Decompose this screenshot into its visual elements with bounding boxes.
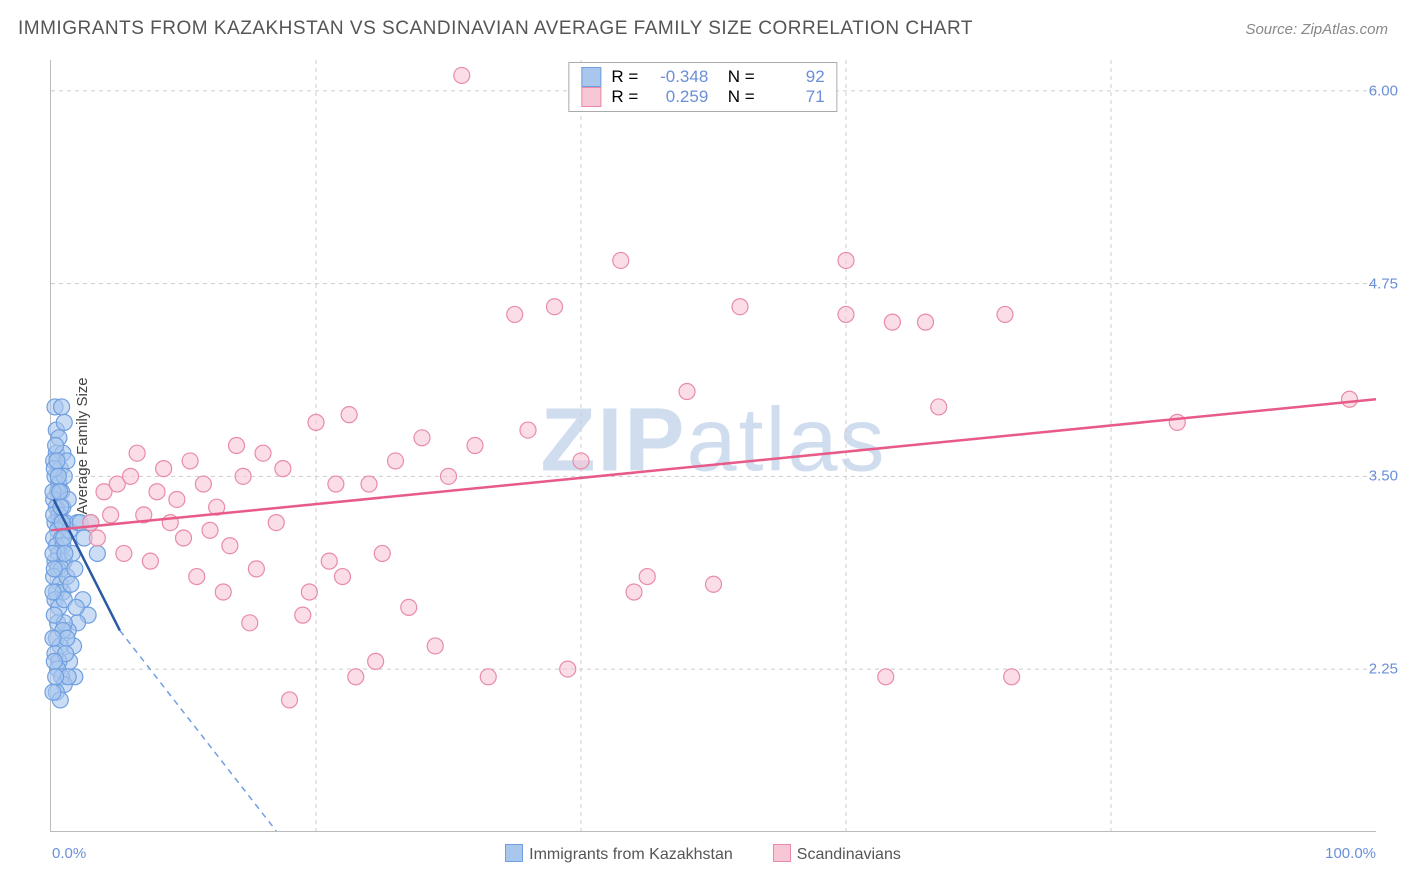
scatter-plot: [51, 60, 1376, 831]
chart-area: ZIPatlas: [50, 60, 1376, 832]
swatch-icon: [581, 87, 601, 107]
legend-label: Immigrants from Kazakhstan: [529, 846, 733, 863]
swatch-icon: [773, 844, 791, 862]
y-tick: 4.75: [1369, 275, 1398, 292]
x-tick-min: 0.0%: [52, 845, 86, 862]
y-tick: 6.00: [1369, 82, 1398, 99]
x-tick-max: 100.0%: [1325, 845, 1376, 862]
swatch-icon: [581, 67, 601, 87]
r-label: R =: [611, 67, 638, 87]
y-tick: 2.25: [1369, 661, 1398, 678]
r-value: 0.259: [648, 87, 708, 107]
r-label: R =: [611, 87, 638, 107]
legend-item-scandinavian: Scandinavians: [773, 844, 901, 864]
n-label: N =: [718, 67, 754, 87]
stats-legend-box: R = -0.348 N = 92 R = 0.259 N = 71: [568, 62, 837, 112]
legend-label: Scandinavians: [797, 846, 901, 863]
chart-title: IMMIGRANTS FROM KAZAKHSTAN VS SCANDINAVI…: [18, 18, 973, 40]
n-value: 92: [765, 67, 825, 87]
stats-row-scandinavian: R = 0.259 N = 71: [581, 87, 824, 107]
series-legend: Immigrants from Kazakhstan Scandinavians: [0, 844, 1406, 864]
n-value: 71: [765, 87, 825, 107]
legend-item-kazakhstan: Immigrants from Kazakhstan: [505, 844, 733, 864]
swatch-icon: [505, 844, 523, 862]
r-value: -0.348: [648, 67, 708, 87]
source-label: Source: ZipAtlas.com: [1245, 21, 1388, 38]
n-label: N =: [718, 87, 754, 107]
y-tick: 3.50: [1369, 468, 1398, 485]
stats-row-kazakhstan: R = -0.348 N = 92: [581, 67, 824, 87]
